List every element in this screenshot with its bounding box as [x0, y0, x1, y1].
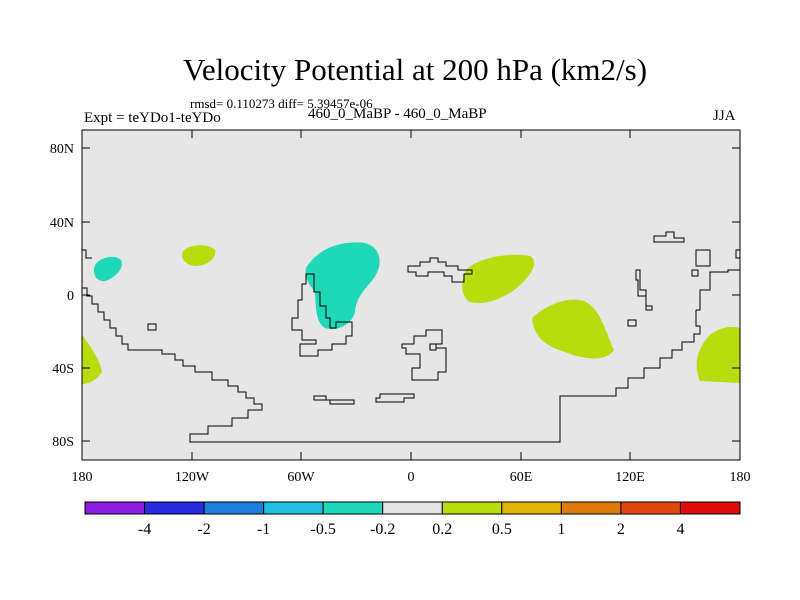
lon-label-180e: 180 [730, 470, 751, 485]
colorbar-label: 2 [617, 521, 625, 538]
colorbar-label: -2 [197, 521, 210, 538]
latitude-labels: 80N 40N 0 40S 80S [50, 142, 74, 450]
coastline-segment [695, 249, 711, 267]
colorbar-label: 4 [676, 521, 684, 538]
colorbar-swatch [263, 501, 324, 515]
anomaly-shading [82, 242, 740, 384]
longitude-labels: 180 120W 60W 0 60E 120E 180 [72, 470, 751, 485]
lat-label-0: 0 [67, 289, 74, 304]
colorbar-swatch [322, 501, 384, 515]
lon-label-180w: 180 [72, 470, 93, 485]
negative-anomaly-blob [305, 242, 380, 330]
positive-anomaly-blob [696, 326, 740, 383]
colorbar-swatch [560, 501, 622, 515]
colorbar-label: -0.2 [370, 521, 395, 538]
colorbar-swatch [203, 501, 265, 515]
coastline-segment [653, 231, 685, 243]
lat-label-40s: 40S [52, 362, 74, 377]
colorbar [84, 501, 741, 515]
colorbar-label: -0.5 [311, 521, 336, 538]
lon-label-60e: 60E [510, 470, 533, 485]
colorbar-swatch [501, 501, 562, 515]
lat-label-80s: 80S [52, 435, 74, 450]
colorbar-label: 1 [557, 521, 565, 538]
coastline-segment [696, 269, 740, 311]
colorbar-swatch [679, 501, 741, 515]
colorbar-swatch [144, 501, 205, 515]
map-background [82, 130, 740, 460]
coastline-segment [735, 249, 740, 259]
colorbar-swatch [84, 501, 146, 515]
stats-line: rmsd= 0.110273 diff= 5.39457e-06 [190, 96, 373, 111]
lon-label-120w: 120W [175, 470, 210, 485]
positive-anomaly-blob [82, 335, 102, 384]
coastline-segment [627, 319, 637, 327]
experiment-label: Expt = teYDo1-teYDo [84, 110, 221, 126]
colorbar-label: 0.2 [432, 521, 452, 538]
season-label: JJA [713, 108, 736, 124]
coastline-segment [147, 323, 157, 331]
coastline-segment [313, 395, 355, 405]
lon-label-0: 0 [408, 470, 415, 485]
colorbar-labels: -4 -2 -1 -0.5 -0.2 0.2 0.5 1 2 4 [138, 521, 685, 538]
coastline-segment [407, 257, 473, 283]
lon-label-60w: 60W [287, 470, 315, 485]
colorbar-swatch [620, 501, 681, 515]
case-label: 460_0_MaBP - 460_0_MaBP [308, 106, 487, 122]
coastline-segment [635, 269, 653, 311]
positive-anomaly-blob [462, 254, 535, 304]
positive-anomaly-blob [532, 299, 614, 359]
coastline-segment [82, 287, 701, 443]
negative-anomaly-blob [93, 256, 122, 282]
colorbar-swatch [382, 501, 443, 515]
coastline-segment [291, 273, 353, 357]
colorbar-swatch [441, 501, 503, 515]
coastlines [82, 231, 740, 443]
colorbar-label: 0.5 [492, 521, 512, 538]
coastline-segment [375, 393, 415, 403]
map-ticks [82, 130, 740, 460]
colorbar-label: -4 [138, 521, 151, 538]
positive-anomaly-blob [182, 245, 216, 266]
colorbar-label: -1 [257, 521, 270, 538]
lat-label-40n: 40N [50, 216, 74, 231]
lat-label-80n: 80N [50, 142, 74, 157]
lon-label-120e: 120E [615, 470, 645, 485]
coastline-segment [691, 269, 699, 277]
coastline-segment [82, 249, 92, 259]
chart-title: Velocity Potential at 200 hPa (km2/s) [182, 52, 648, 87]
coastline-segment [401, 329, 447, 381]
